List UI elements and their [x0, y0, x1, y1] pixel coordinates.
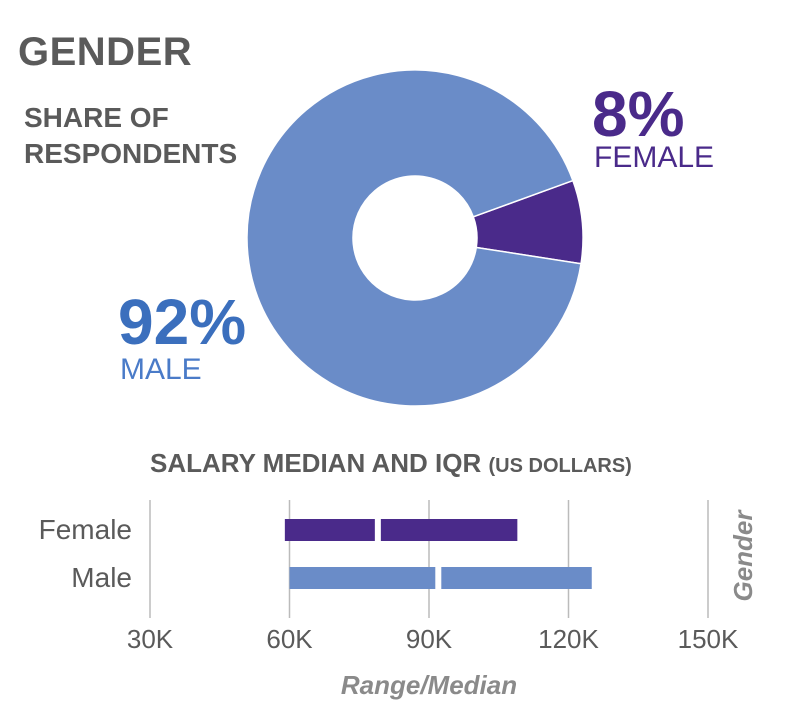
- female-percent-label: 8%: [592, 78, 685, 150]
- x-axis-title: Range/Median: [341, 670, 517, 700]
- salary-chart-title-unit: (US DOLLARS): [488, 455, 632, 477]
- salary-range-chart: 30K 60K 90K 120K 150K Female Male Range/Median G…: [39, 500, 758, 700]
- chart-title: GENDER: [18, 30, 193, 74]
- chart-subtitle: SHARE OF RESPONDENTS: [24, 102, 238, 169]
- salary-chart-title-text: SALARY MEDIAN AND IQR: [150, 448, 482, 478]
- donut-slice-male: [246, 69, 582, 407]
- median-marker-male: [435, 565, 442, 591]
- salary-chart-title: SALARY MEDIAN AND IQR (US DOLLARS): [150, 448, 632, 479]
- female-category-label: FEMALE: [594, 141, 715, 174]
- male-percent-label: 92%: [118, 286, 247, 358]
- x-tick-label: 60K: [266, 624, 313, 654]
- x-tick-label: 30K: [127, 624, 174, 654]
- x-tick-label: 120K: [538, 624, 599, 654]
- category-label-male: Male: [71, 562, 132, 593]
- gender-donut-chart: [246, 69, 584, 407]
- x-tick-label: 90K: [406, 624, 453, 654]
- male-category-label: MALE: [120, 353, 202, 386]
- median-marker-female: [374, 517, 381, 543]
- category-label-female: Female: [39, 514, 132, 545]
- y-axis-title: Gender: [728, 509, 758, 602]
- range-bar-female: [284, 519, 518, 541]
- x-tick-label: 150K: [678, 624, 739, 654]
